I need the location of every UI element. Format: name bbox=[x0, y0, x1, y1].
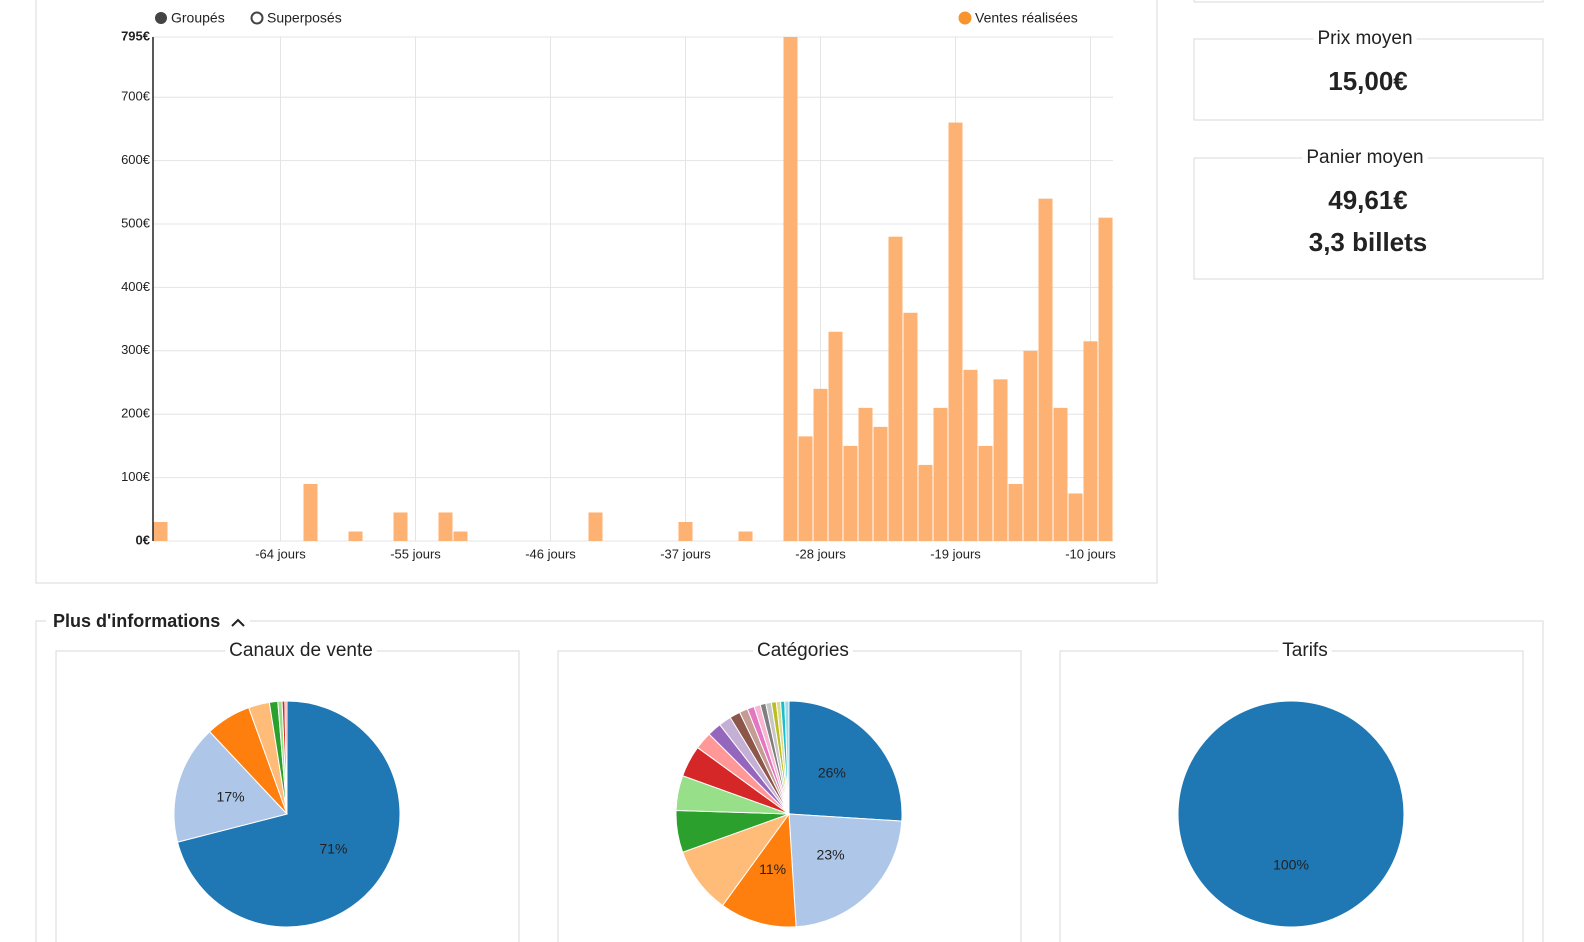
stat-box bbox=[1193, 157, 1544, 280]
pie-label: 17% bbox=[217, 788, 245, 804]
legend-label: Ventes réalisées bbox=[975, 10, 1078, 26]
pie-slice bbox=[176, 700, 401, 928]
pie-title: Tarifs bbox=[1282, 640, 1327, 661]
x-tick-label: -10 jours bbox=[1065, 546, 1116, 561]
pie-slice bbox=[1177, 700, 1405, 928]
bar bbox=[783, 37, 798, 541]
bar bbox=[798, 436, 813, 541]
y-tick-label: 200€ bbox=[121, 406, 151, 421]
y-tick-label: 400€ bbox=[121, 279, 151, 294]
y-tick-label: 600€ bbox=[121, 152, 151, 167]
bar bbox=[393, 512, 408, 541]
bar bbox=[948, 122, 963, 542]
stat-value: 3,3 billets bbox=[1309, 227, 1428, 257]
stat-box-top bbox=[1193, 0, 1544, 3]
y-tick-label: 700€ bbox=[121, 89, 151, 104]
pie-label: 100% bbox=[1273, 857, 1309, 873]
section-title[interactable]: Plus d'informations bbox=[53, 611, 220, 631]
bar bbox=[153, 521, 168, 541]
bar bbox=[933, 407, 948, 541]
section-gap bbox=[46, 608, 250, 634]
pie-slice bbox=[284, 700, 288, 815]
stat-title-gap bbox=[1302, 154, 1428, 162]
bar bbox=[738, 531, 753, 541]
bar bbox=[828, 331, 843, 541]
x-tick-label: -37 jours bbox=[660, 546, 711, 561]
bar bbox=[843, 445, 858, 541]
bar bbox=[978, 445, 993, 541]
bar bbox=[348, 531, 363, 541]
bar bbox=[438, 512, 453, 541]
bar bbox=[888, 236, 903, 541]
bar bbox=[1068, 493, 1083, 541]
pie-label: 11% bbox=[759, 861, 786, 877]
bar bbox=[1008, 483, 1023, 541]
y-tick-label: 0€ bbox=[136, 532, 150, 547]
bar bbox=[1053, 407, 1068, 541]
pie-slice bbox=[788, 700, 903, 822]
bar bbox=[1038, 198, 1053, 541]
legend-marker bbox=[958, 11, 972, 25]
bar bbox=[993, 379, 1008, 541]
pie-title-gap bbox=[225, 647, 377, 655]
bar bbox=[588, 512, 603, 541]
bar bbox=[963, 369, 978, 541]
x-tick-label: -28 jours bbox=[795, 546, 846, 561]
chart-panel bbox=[35, 0, 1158, 584]
bar bbox=[678, 521, 693, 541]
pie-title-gap bbox=[1278, 647, 1332, 655]
y-tick-label: 795€ bbox=[121, 28, 150, 43]
x-tick-label: -64 jours bbox=[255, 546, 306, 561]
x-tick-label: -55 jours bbox=[390, 546, 441, 561]
bar bbox=[918, 464, 933, 541]
bar bbox=[1098, 217, 1113, 541]
stat-value: 49,61€ bbox=[1328, 185, 1408, 215]
stat-title: Prix moyen bbox=[1317, 28, 1412, 49]
pie-slice bbox=[788, 813, 903, 928]
bar bbox=[303, 483, 318, 541]
pie-title: Catégories bbox=[757, 640, 849, 661]
bar bbox=[873, 426, 888, 541]
x-tick-label: -19 jours bbox=[930, 546, 981, 561]
info-panel bbox=[35, 620, 1544, 942]
pie-label: 71% bbox=[319, 841, 347, 857]
bar bbox=[813, 388, 828, 541]
bar bbox=[1083, 341, 1098, 541]
pie-title: Canaux de vente bbox=[229, 640, 373, 661]
pie-slice bbox=[173, 730, 288, 843]
pie-title-gap bbox=[753, 647, 853, 655]
stat-title: Panier moyen bbox=[1306, 147, 1423, 168]
y-tick-label: 300€ bbox=[121, 342, 151, 357]
stat-title-gap bbox=[1313, 35, 1417, 43]
bar bbox=[903, 312, 918, 541]
y-tick-label: 500€ bbox=[121, 215, 151, 230]
x-tick-label: -46 jours bbox=[525, 546, 576, 561]
toggle-grouped-icon[interactable] bbox=[155, 12, 167, 24]
toggle-stacked-icon[interactable] bbox=[250, 11, 264, 25]
pie-slice bbox=[784, 700, 790, 815]
collapse-icon[interactable] bbox=[231, 618, 245, 627]
bar bbox=[453, 531, 468, 541]
pie-slice bbox=[721, 812, 797, 928]
stat-value: 15,00€ bbox=[1328, 66, 1408, 96]
y-tick-label: 100€ bbox=[121, 469, 151, 484]
bar bbox=[1023, 350, 1038, 541]
pie-label: 26% bbox=[818, 764, 846, 780]
bar bbox=[858, 407, 873, 541]
toggle-stacked[interactable]: Superposés bbox=[267, 10, 342, 26]
toggle-grouped[interactable]: Groupés bbox=[171, 10, 225, 26]
pie-label: 23% bbox=[817, 846, 845, 862]
